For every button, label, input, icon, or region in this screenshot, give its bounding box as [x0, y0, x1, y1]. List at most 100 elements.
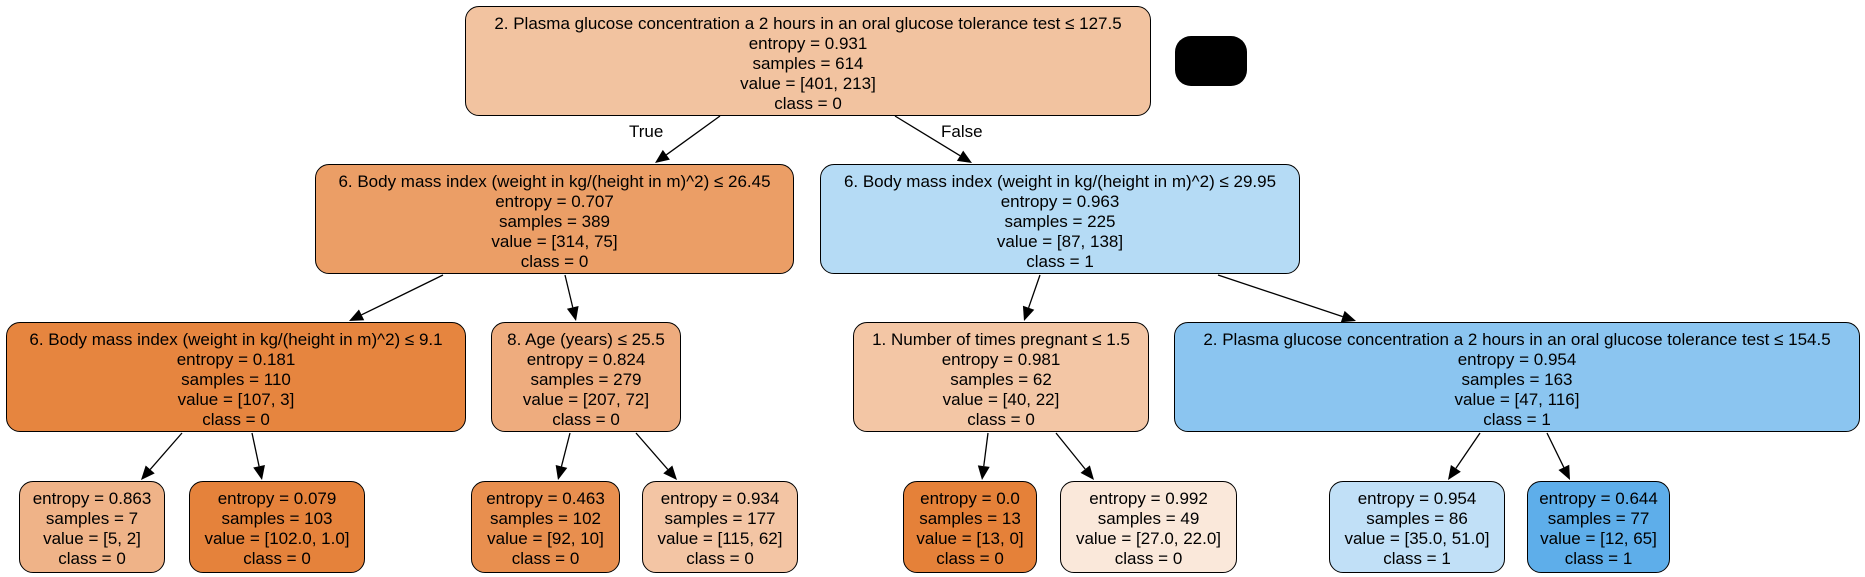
tree-edge	[361, 274, 444, 316]
arrowhead	[1022, 305, 1035, 321]
arrowhead	[141, 465, 155, 480]
node-entropy: entropy = 0.981	[941, 350, 1061, 369]
tree-edge	[1455, 432, 1481, 469]
node-class: class = 0	[936, 549, 1004, 568]
tree-edge	[1546, 432, 1565, 468]
node-class: class = 1	[1026, 252, 1094, 271]
arrowhead	[1340, 310, 1356, 323]
node-split-label: 2. Plasma glucose concentration a 2 hour…	[494, 14, 1122, 33]
node-split-label: 6. Body mass index (weight in kg/(height…	[29, 330, 443, 349]
node-entropy: entropy = 0.824	[526, 350, 646, 369]
node-samples: samples = 614	[752, 54, 864, 73]
arrowhead	[977, 465, 990, 480]
node-class: class = 0	[774, 94, 842, 113]
node-class: class = 0	[552, 410, 620, 429]
leaf-node: entropy = 0.863 samples = 7 value = [5, …	[19, 481, 165, 573]
node-class: class = 0	[511, 549, 580, 568]
leaf-node: entropy = 0.0 samples = 13 value = [13, …	[903, 481, 1037, 573]
tree-edge	[560, 432, 571, 467]
node-entropy: entropy = 0.181	[176, 350, 296, 369]
node-bmi-29-95: 6. Body mass index (weight in kg/(height…	[820, 164, 1300, 274]
leaf-node: entropy = 0.934 samples = 177 value = [1…	[642, 481, 798, 573]
node-samples: samples = 225	[1004, 212, 1116, 231]
node-samples: samples = 103	[221, 509, 333, 528]
node-samples: samples = 86	[1366, 509, 1468, 528]
arrowhead	[566, 305, 579, 321]
tree-edge	[1217, 274, 1343, 318]
leaf-node: entropy = 0.079 samples = 103 value = [1…	[189, 481, 365, 573]
redacted-box	[1175, 36, 1247, 86]
node-root: 2. Plasma glucose concentration a 2 hour…	[465, 6, 1151, 116]
node-class: class = 0	[243, 549, 311, 568]
node-value: value = [107, 3]	[177, 390, 295, 409]
arrowhead	[663, 465, 677, 480]
node-class: class = 1	[1383, 549, 1451, 568]
arrowhead	[349, 309, 365, 321]
node-samples: samples = 177	[664, 509, 776, 528]
node-samples: samples = 102	[489, 509, 602, 528]
node-split-label: 1. Number of times pregnant ≤ 1.5	[872, 330, 1130, 349]
tree-edge	[1027, 274, 1041, 308]
node-value: value = [314, 75]	[491, 232, 618, 251]
edge-label-false: False	[941, 122, 983, 141]
node-class: class = 1	[1483, 410, 1551, 429]
node-split-label: 8. Age (years) ≤ 25.5	[507, 330, 665, 349]
node-split-label: 2. Plasma glucose concentration a 2 hour…	[1203, 330, 1831, 349]
arrowhead	[253, 465, 265, 480]
node-class: class = 0	[967, 410, 1035, 429]
tree-edge	[149, 432, 183, 470]
node-entropy: entropy = 0.954	[1357, 489, 1477, 508]
node-samples: samples = 7	[45, 509, 139, 528]
node-entropy: entropy = 0.707	[495, 192, 614, 211]
node-value: value = [35.0, 51.0]	[1344, 529, 1490, 548]
node-samples: samples = 13	[919, 509, 1021, 528]
node-samples: samples = 389	[498, 212, 611, 231]
tree-edge	[894, 115, 961, 157]
node-class: class = 0	[520, 252, 589, 271]
tree-edge	[635, 432, 669, 470]
node-entropy: entropy = 0.863	[32, 489, 152, 508]
node-value: value = [207, 72]	[522, 390, 650, 409]
node-entropy: entropy = 0.963	[1000, 192, 1120, 211]
node-bmi-9-1: 6. Body mass index (weight in kg/(height…	[6, 322, 466, 432]
node-value: value = [12, 65]	[1540, 529, 1657, 548]
node-class: class = 0	[686, 549, 754, 568]
node-class: class = 0	[1114, 549, 1183, 568]
node-samples: samples = 110	[181, 370, 291, 389]
node-value: value = [401, 213]	[740, 74, 876, 93]
node-split-label: 6. Body mass index (weight in kg/(height…	[843, 172, 1277, 191]
tree-edge	[1055, 432, 1086, 470]
node-value: value = [27.0, 22.0]	[1075, 529, 1222, 548]
node-entropy: entropy = 0.931	[748, 34, 868, 53]
arrowhead	[1448, 465, 1461, 480]
node-entropy: entropy = 0.934	[660, 489, 780, 508]
node-entropy: entropy = 0.644	[1539, 489, 1658, 508]
node-bmi-26-45: 6. Body mass index (weight in kg/(height…	[315, 164, 794, 274]
node-class: class = 1	[1564, 549, 1633, 568]
node-entropy: entropy = 0.0	[920, 489, 1020, 508]
node-value: value = [92, 10]	[487, 529, 604, 548]
node-entropy: entropy = 0.954	[1457, 350, 1577, 369]
node-entropy: entropy = 0.079	[217, 489, 337, 508]
leaf-node: entropy = 0.992 samples = 49 value = [27…	[1060, 481, 1237, 573]
arrowhead	[555, 464, 568, 480]
leaf-node: entropy = 0.954 samples = 86 value = [35…	[1329, 481, 1505, 573]
tree-edge	[665, 115, 721, 156]
node-age-25-5: 8. Age (years) ≤ 25.5 entropy = 0.824 sa…	[491, 322, 681, 432]
node-split-label: 6. Body mass index (weight in kg/(height…	[338, 172, 771, 191]
node-samples: samples = 279	[530, 370, 642, 389]
node-value: value = [102.0, 1.0]	[204, 529, 350, 548]
node-value: value = [40, 22]	[942, 390, 1060, 409]
node-class: class = 0	[58, 549, 126, 568]
tree-edge	[983, 432, 989, 467]
edge-label-true: True	[629, 122, 664, 141]
node-value: value = [5, 2]	[43, 529, 141, 548]
arrowhead	[1558, 464, 1570, 480]
node-pregnant-1-5: 1. Number of times pregnant ≤ 1.5 entrop…	[853, 322, 1149, 432]
tree-edge	[251, 432, 260, 467]
node-samples: samples = 163	[1461, 370, 1573, 389]
arrowhead	[1080, 465, 1094, 480]
node-value: value = [13, 0]	[916, 529, 1024, 548]
